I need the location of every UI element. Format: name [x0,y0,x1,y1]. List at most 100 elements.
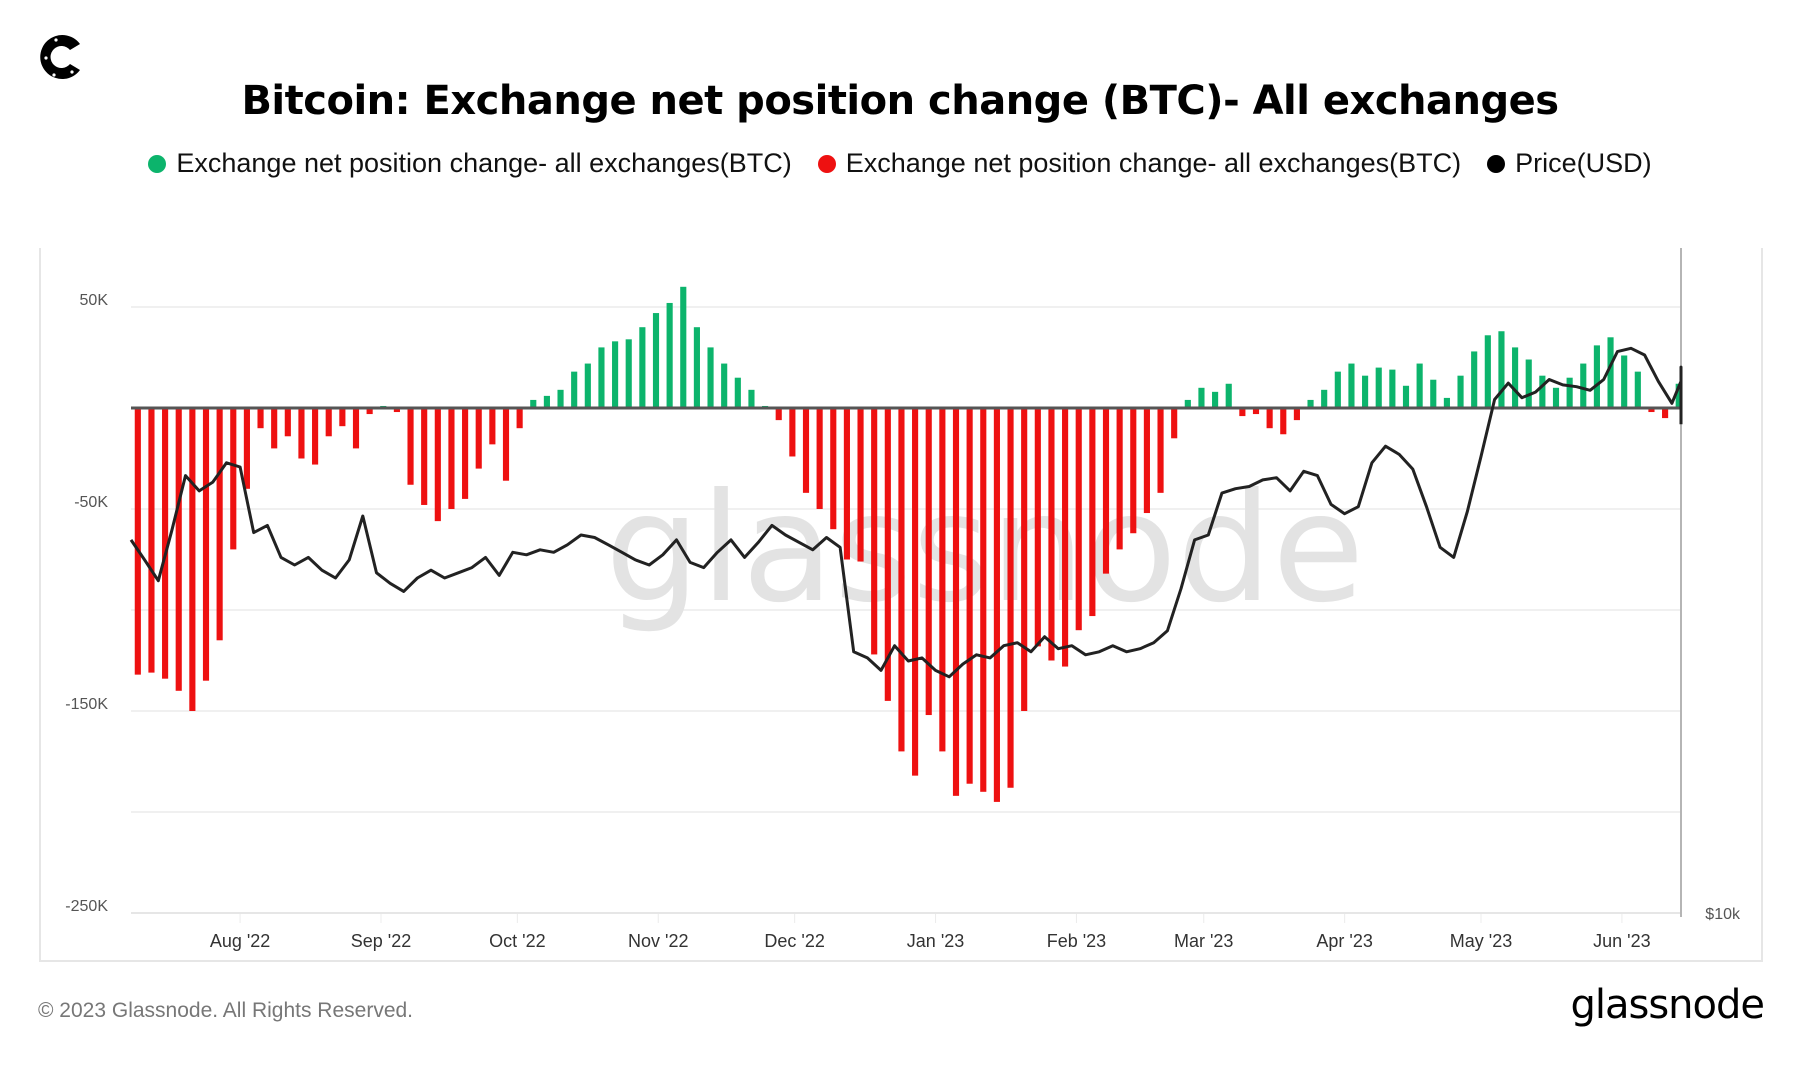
brand-logo-icon [34,30,88,84]
bar-positive [543,395,550,408]
bar-positive [1321,389,1328,408]
bar-negative [1075,408,1082,631]
bar-positive [1389,369,1396,408]
bar-negative [1007,408,1014,788]
y-axis-ticks: 50K -50K -150K -250K [65,292,108,915]
bar-negative [1021,408,1028,711]
x-tick-label: Apr '23 [1316,931,1372,951]
legend-item-price[interactable]: Price(USD) [1487,148,1652,179]
bar-negative [939,408,946,752]
bar-negative [1048,408,1055,661]
bar-positive [1362,375,1369,408]
bar-negative [448,408,455,509]
x-tick-label: Sep '22 [351,931,412,951]
legend-dot-black-icon [1487,154,1506,173]
legend: Exchange net position change- all exchan… [0,148,1800,179]
bar-positive [598,347,605,408]
bar-positive [734,377,741,408]
bar-positive [1457,375,1464,408]
bar-negative [802,408,810,493]
bar-positive [652,313,660,408]
x-tick-label: Oct '22 [489,931,545,951]
bar-positive [721,363,728,408]
bar-positive [1484,335,1491,408]
bar-positive [1225,383,1232,408]
bar-positive [1402,385,1410,408]
bar-negative [257,408,264,429]
bar-positive [1539,375,1546,408]
bar-negative [830,408,837,530]
x-tick-label: Dec '22 [764,931,824,951]
bar-positive [625,339,632,408]
bar-negative [421,408,428,505]
bar-positive [584,363,591,408]
bar-negative [393,408,400,413]
bar-positive [1430,379,1437,408]
bar-positive [1348,363,1355,408]
bar-negative [216,408,223,641]
bar-negative [475,408,482,469]
bar-negative [516,408,523,429]
bar-negative [1280,408,1287,435]
bar-negative [1062,408,1069,667]
bar-negative [462,408,469,499]
bar-negative [489,408,496,445]
bar-negative [980,408,987,792]
bar-negative [1239,408,1246,417]
bar-negative [325,408,332,437]
bar-negative [1089,408,1096,617]
bar-positive [748,389,755,408]
legend-dot-red-icon [817,154,836,173]
bar-negative [871,408,878,655]
x-tick-label: Mar '23 [1174,931,1233,951]
bar-negative [1130,408,1137,534]
bar-negative [502,408,510,481]
bar-positive [1566,377,1573,408]
x-tick-label: Jun '23 [1593,931,1650,951]
bar-positive [1552,387,1560,408]
bar-positive [571,371,578,408]
bar-positive [1198,387,1205,408]
bar-negative [789,408,796,457]
bar-positive [1675,383,1682,408]
bar-positive [1607,337,1614,408]
bar-negative [952,408,960,796]
x-tick-label: Jan '23 [907,931,964,951]
legend-item-inflow[interactable]: Exchange net position change- all exchan… [148,148,792,179]
bar-positive [1375,367,1382,408]
legend-label: Exchange net position change- all exchan… [845,148,1462,178]
bar-positive [639,327,646,408]
bars [134,286,1682,802]
bar-negative [271,408,278,449]
bar-negative [189,408,196,711]
bar-negative [1648,408,1655,413]
bar-positive [1443,397,1450,408]
bar-negative [1266,408,1273,429]
bar-negative [1171,408,1178,439]
bar-negative [312,408,319,465]
bar-negative [284,408,291,437]
bar-positive [1580,363,1587,408]
bar-positive [1498,331,1505,408]
bar-positive [1525,359,1532,408]
bar-positive [666,302,673,408]
bar-negative [843,408,850,560]
bar-positive [1634,371,1641,408]
bar-negative [175,408,182,691]
bar-negative [1157,408,1164,493]
bar-negative [925,408,932,716]
y-tick-label: 50K [80,292,109,309]
x-tick-label: Aug '22 [210,931,271,951]
bar-negative [148,408,155,673]
chart-frame [39,248,1763,962]
bar-positive [1184,399,1191,408]
bar-negative [884,408,891,701]
legend-dot-green-icon [148,154,167,173]
legend-item-outflow[interactable]: Exchange net position change- all exchan… [817,148,1462,179]
bar-positive [1212,391,1219,408]
y-tick-label: -50K [74,494,108,511]
bar-positive [707,347,714,408]
glassnode-logo: glassnode [1570,982,1765,1028]
bar-negative [966,408,973,784]
